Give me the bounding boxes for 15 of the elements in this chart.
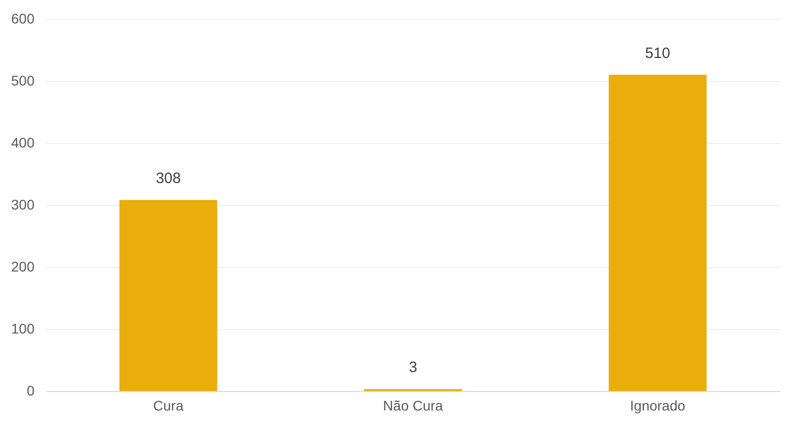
- y-tick-label: 600: [11, 10, 35, 26]
- bar: [119, 200, 218, 391]
- x-tick-label: Ignorado: [630, 398, 686, 414]
- bar: [608, 74, 707, 391]
- data-label: 308: [156, 170, 181, 188]
- y-tick-label: 300: [11, 196, 35, 212]
- y-tick-label: 200: [11, 258, 35, 274]
- x-tick-label: Não Cura: [383, 398, 444, 414]
- x-tick-label: Cura: [153, 398, 184, 414]
- y-tick-label: 400: [11, 134, 35, 150]
- y-tick-label: 100: [11, 320, 35, 336]
- data-label: 3: [408, 359, 418, 376]
- data-label: 510: [645, 44, 670, 62]
- y-tick-label: 0: [26, 382, 35, 398]
- y-tick-label: 500: [11, 72, 35, 88]
